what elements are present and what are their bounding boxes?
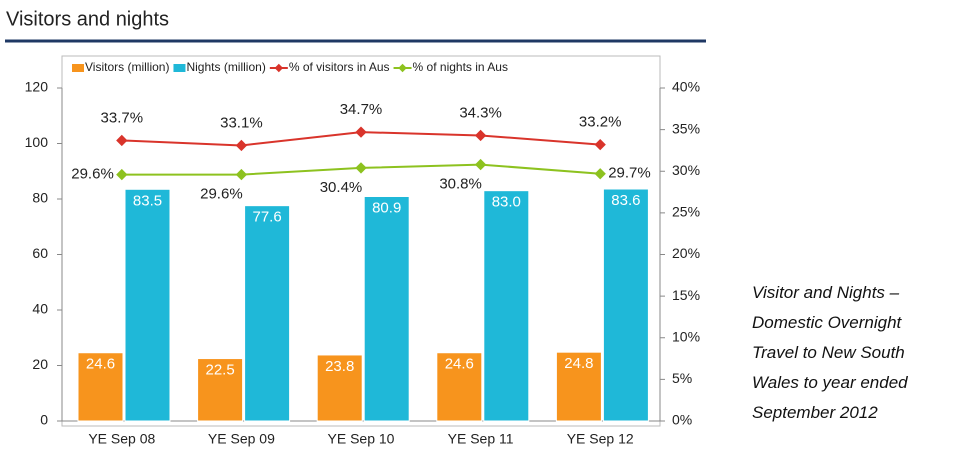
legend-label: % of nights in Aus bbox=[413, 60, 508, 74]
bar bbox=[124, 188, 171, 422]
x-tick-label: YE Sep 12 bbox=[567, 431, 634, 447]
point bbox=[355, 126, 367, 138]
legend-swatch bbox=[173, 64, 186, 72]
data-label: 29.7% bbox=[608, 165, 651, 182]
point bbox=[116, 168, 128, 181]
y-tick-label: 120 bbox=[25, 79, 49, 95]
data-label: 33.7% bbox=[101, 109, 144, 126]
bar bbox=[436, 352, 483, 422]
x-tick-label: YE Sep 09 bbox=[208, 431, 275, 447]
data-label: 34.7% bbox=[340, 101, 383, 118]
y2-tick-label: 20% bbox=[672, 245, 700, 261]
point bbox=[594, 138, 606, 151]
y2-tick-label: 0% bbox=[672, 412, 692, 428]
legend-marker bbox=[398, 63, 407, 73]
point bbox=[474, 129, 487, 142]
legend-label: Visitors (million) bbox=[85, 60, 169, 74]
data-label: 80.9 bbox=[372, 199, 401, 216]
data-label: 33.1% bbox=[220, 114, 263, 131]
data-label: 29.6% bbox=[71, 166, 114, 183]
bar bbox=[244, 205, 291, 422]
bar bbox=[555, 351, 602, 422]
y2-tick-label: 25% bbox=[672, 204, 700, 220]
legend-swatch bbox=[72, 64, 84, 72]
data-label: 83.6 bbox=[611, 192, 640, 209]
data-label: 23.8 bbox=[325, 358, 354, 375]
y-tick-label: 20 bbox=[32, 356, 48, 372]
y-tick-label: 80 bbox=[32, 190, 48, 206]
data-label: 83.0 bbox=[492, 194, 521, 211]
y-tick-label: 40 bbox=[32, 301, 48, 317]
x-tick-label: YE Sep 10 bbox=[328, 431, 395, 447]
data-label: 34.3% bbox=[459, 104, 502, 121]
y2-tick-label: 15% bbox=[672, 287, 700, 303]
bar bbox=[77, 352, 124, 422]
y2-tick-label: 5% bbox=[672, 370, 692, 386]
data-label: 24.6 bbox=[445, 356, 474, 373]
legend-label: Nights (million) bbox=[186, 60, 265, 74]
point bbox=[355, 162, 367, 174]
data-label: 24.8 bbox=[564, 355, 593, 372]
legend-marker bbox=[274, 63, 284, 73]
data-label: 30.8% bbox=[439, 176, 482, 193]
bar bbox=[363, 196, 410, 422]
chart: Visitors and nights 0 20 40 60 80 100 120 0% 5% 1… bbox=[5, 8, 706, 447]
caption: Visitor and Nights – Domestic Overnight … bbox=[752, 283, 908, 422]
bar bbox=[197, 358, 244, 422]
y2-tick-label: 35% bbox=[672, 120, 700, 136]
point bbox=[116, 134, 128, 147]
x-tick-label: YE Sep 11 bbox=[448, 431, 514, 447]
y-tick-label: 100 bbox=[25, 134, 49, 150]
legend-label: % of visitors in Aus bbox=[289, 60, 390, 74]
bar bbox=[602, 188, 649, 422]
bar bbox=[316, 354, 363, 422]
y2-tick-label: 30% bbox=[672, 162, 700, 178]
data-label: 77.6 bbox=[252, 209, 281, 226]
y-tick-label: 0 bbox=[40, 412, 48, 428]
data-label: 29.6% bbox=[200, 186, 243, 203]
y2-tick-label: 10% bbox=[672, 328, 700, 344]
y-tick-label: 60 bbox=[32, 245, 48, 261]
point bbox=[594, 168, 606, 180]
chart-title: Visitors and nights bbox=[6, 8, 169, 30]
bar bbox=[483, 190, 530, 422]
y2-tick-label: 40% bbox=[672, 79, 700, 95]
point bbox=[235, 139, 248, 152]
data-label: 30.4% bbox=[320, 179, 363, 196]
data-label: 83.5 bbox=[133, 192, 162, 209]
data-label: 24.6 bbox=[86, 356, 115, 373]
point bbox=[474, 158, 487, 171]
point bbox=[235, 168, 248, 181]
data-label: 22.5 bbox=[205, 362, 234, 379]
x-tick-label: YE Sep 08 bbox=[88, 431, 155, 447]
data-label: 33.2% bbox=[579, 114, 622, 131]
